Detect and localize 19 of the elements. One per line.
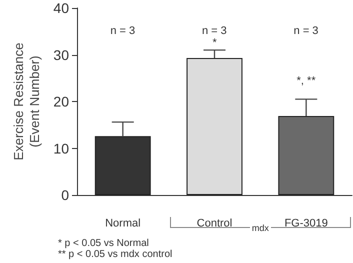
text: ** p < 0.05 vs mdx control (58, 249, 172, 260)
bar (278, 116, 334, 195)
y-tick-label: 40 (53, 0, 70, 16)
bar (186, 58, 242, 195)
annotation: * (212, 36, 217, 49)
y-tick-label: 30 (53, 46, 70, 63)
annotation: *, ** (296, 75, 316, 88)
x-tick-label: Normal (105, 218, 141, 230)
text: * p < 0.05 vs Normal (58, 238, 149, 249)
y-tick-label: 0 (61, 187, 70, 203)
x-tick-label: FG-3019 (284, 218, 328, 230)
text: mdx (250, 223, 271, 233)
y-tick-label: 20 (53, 94, 70, 110)
y-axis-title: Exercise Resistance (Event Number) (11, 42, 42, 160)
annotation: n = 3 (202, 25, 227, 38)
annotation: n = 3 (110, 25, 136, 38)
y-tick-label: 10 (53, 140, 70, 156)
annotation: n = 3 (294, 25, 318, 38)
x-tick-label: Control (196, 218, 232, 230)
